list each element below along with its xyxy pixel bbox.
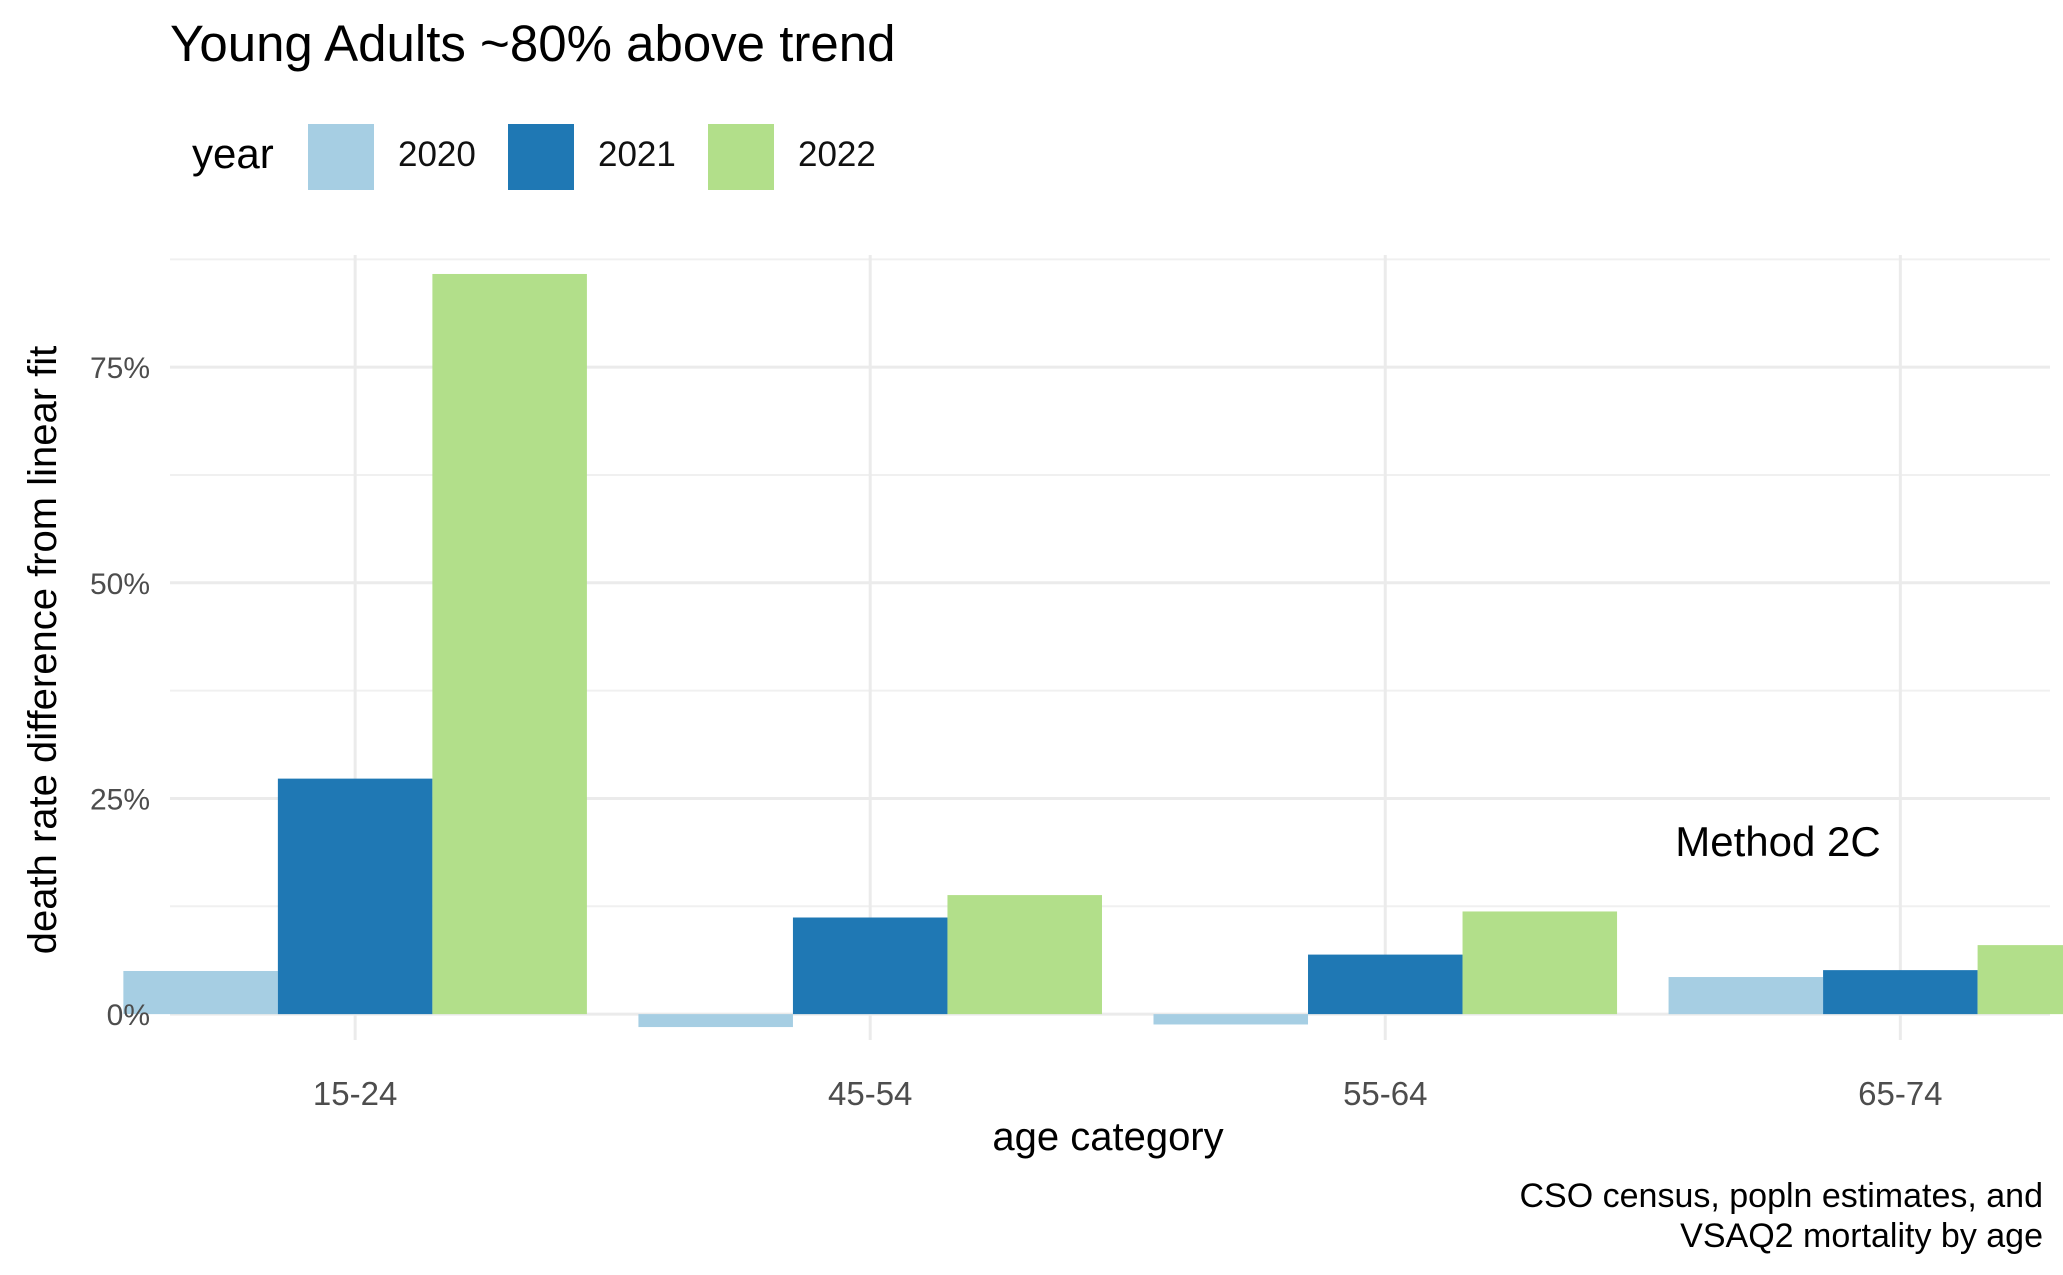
bar-2022-55-64 [1463,911,1618,1014]
x-tick-label: 65-74 [1858,1075,1942,1112]
caption-line-2: VSAQ2 mortality by age [1520,1216,2044,1256]
bars [123,274,2063,1027]
bar-2022-65-74 [1978,945,2063,1014]
x-ticks: 15-24 45-54 55-64 65-74 [313,1075,1943,1112]
bar-2021-15-24 [278,779,433,1015]
y-tick-label: 25% [90,783,150,816]
x-axis-title: age category [992,1115,1223,1159]
bar-2021-55-64 [1308,955,1463,1015]
bar-2020-55-64 [1153,1014,1308,1024]
method-annotation: Method 2C [1675,818,1880,865]
bar-2022-45-54 [947,895,1102,1014]
y-ticks: 0% 25% 50% 75% [90,352,150,1032]
x-tick-label: 45-54 [828,1075,912,1112]
x-tick-label: 15-24 [313,1075,397,1112]
bar-2021-65-74 [1823,970,1978,1014]
bar-2020-65-74 [1669,977,1824,1014]
y-axis-title: death rate difference from linear fit [21,346,65,954]
caption-line-1: CSO census, popln estimates, and [1520,1176,2044,1216]
y-tick-label: 0% [107,999,150,1032]
y-tick-label: 75% [90,352,150,385]
caption: CSO census, popln estimates, and VSAQ2 m… [1520,1176,2044,1256]
bar-2021-45-54 [793,918,948,1015]
bar-2020-45-54 [638,1014,793,1027]
x-tick-label: 55-64 [1343,1075,1427,1112]
bar-2022-15-24 [432,274,587,1014]
y-tick-label: 50% [90,568,150,601]
